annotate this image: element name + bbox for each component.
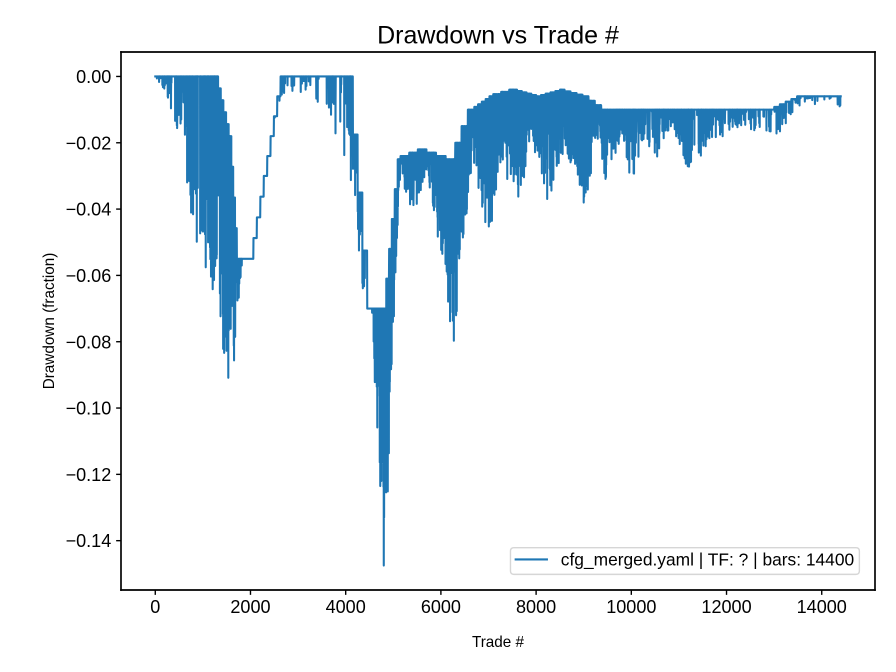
svg-text:cfg_merged.yaml | TF: ? | bars: cfg_merged.yaml | TF: ? | bars: 14400 <box>561 549 854 569</box>
svg-text:12000: 12000 <box>701 597 751 617</box>
svg-text:−0.12: −0.12 <box>66 465 112 485</box>
svg-text:0: 0 <box>150 597 160 617</box>
svg-text:8000: 8000 <box>516 597 556 617</box>
svg-text:−0.04: −0.04 <box>66 200 112 220</box>
svg-text:14000: 14000 <box>797 597 847 617</box>
svg-text:−0.14: −0.14 <box>66 531 112 551</box>
svg-text:−0.10: −0.10 <box>66 399 112 419</box>
svg-text:2000: 2000 <box>230 597 270 617</box>
svg-text:Drawdown vs Trade #: Drawdown vs Trade # <box>377 22 619 50</box>
svg-text:0.00: 0.00 <box>76 67 111 87</box>
svg-text:4000: 4000 <box>326 597 366 617</box>
svg-text:6000: 6000 <box>421 597 461 617</box>
svg-text:Trade #: Trade # <box>472 634 525 651</box>
svg-text:−0.06: −0.06 <box>66 266 112 286</box>
svg-text:Drawdown (fraction): Drawdown (fraction) <box>41 253 58 390</box>
svg-text:−0.08: −0.08 <box>66 332 112 352</box>
svg-text:10000: 10000 <box>606 597 656 617</box>
svg-text:−0.02: −0.02 <box>66 133 112 153</box>
